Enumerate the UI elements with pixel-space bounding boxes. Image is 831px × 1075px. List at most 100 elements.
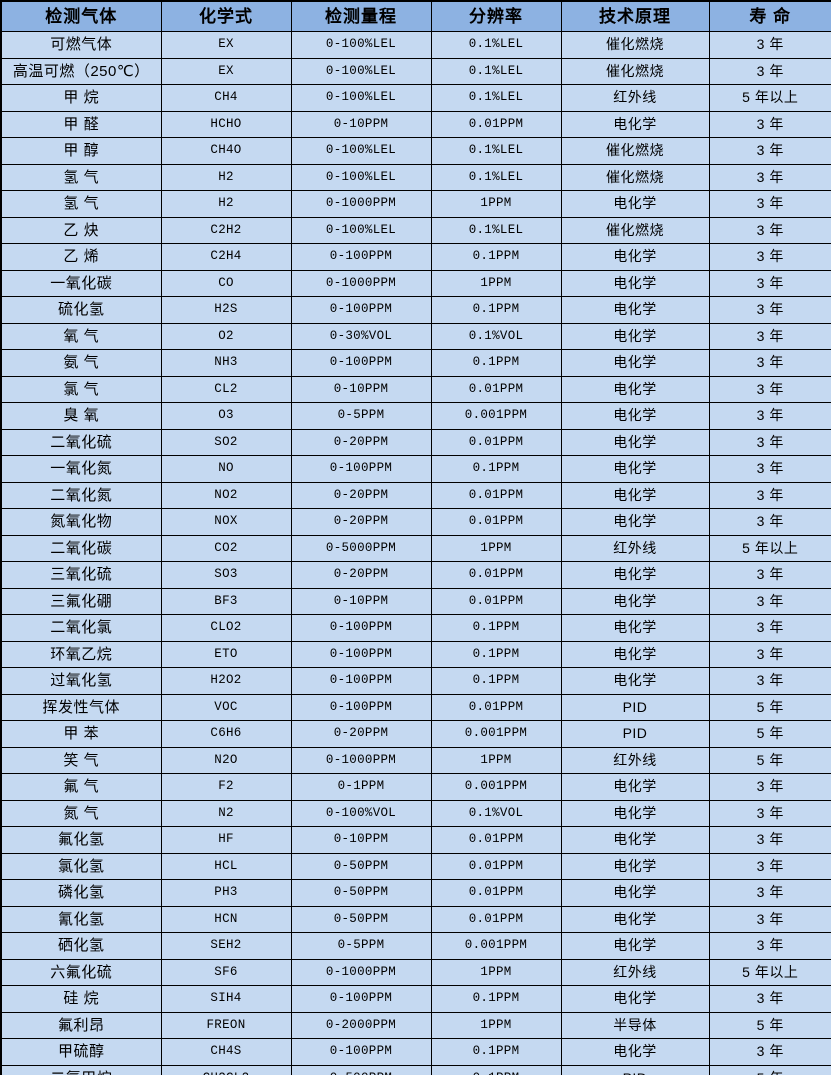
- table-row: 氧 气 O2 0-30%VOL 0.1%VOL 电化学 3 年: [0, 322, 831, 350]
- table-row: 氯化氢 HCL 0-50PPM 0.01PPM 电化学 3 年: [0, 852, 831, 880]
- cell-gas: 硫化氢: [0, 296, 162, 324]
- cell-formula: F2: [160, 773, 292, 801]
- table-header-row: 检测气体 化学式 检测量程 分辨率 技术原理 寿 命: [0, 0, 831, 32]
- cell-range: 0-100PPM: [290, 667, 432, 695]
- cell-life: 3 年: [708, 322, 831, 350]
- cell-formula: O3: [160, 402, 292, 430]
- cell-life: 3 年: [708, 375, 831, 403]
- cell-formula: PH3: [160, 879, 292, 907]
- cell-life: 3 年: [708, 799, 831, 827]
- cell-resolution: 0.1%LEL: [430, 57, 562, 85]
- cell-gas: 氯化氢: [0, 852, 162, 880]
- cell-formula: CO2: [160, 534, 292, 562]
- table-header: 检测气体 化学式 检测量程 分辨率 技术原理 寿 命: [0, 0, 831, 32]
- column-header-gas: 检测气体: [0, 0, 162, 32]
- table-row: 氮氧化物 NOX 0-20PPM 0.01PPM 电化学 3 年: [0, 508, 831, 536]
- cell-resolution: 0.01PPM: [430, 561, 562, 589]
- cell-range: 0-1000PPM: [290, 190, 432, 218]
- table-row: 环氧乙烷 ETO 0-100PPM 0.1PPM 电化学 3 年: [0, 640, 831, 668]
- table-row: 甲 烷 CH4 0-100%LEL 0.1%LEL 红外线 5 年以上: [0, 84, 831, 112]
- table-row: 氟利昂 FREON 0-2000PPM 1PPM 半导体 5 年: [0, 1011, 831, 1039]
- cell-principle: 电化学: [560, 508, 710, 536]
- cell-life: 3 年: [708, 481, 831, 509]
- cell-range: 0-100PPM: [290, 640, 432, 668]
- cell-resolution: 0.01PPM: [430, 110, 562, 138]
- cell-principle: 电化学: [560, 614, 710, 642]
- cell-principle: 电化学: [560, 1038, 710, 1066]
- cell-range: 0-2000PPM: [290, 1011, 432, 1039]
- cell-principle: 电化学: [560, 879, 710, 907]
- cell-life: 5 年: [708, 746, 831, 774]
- cell-range: 0-100PPM: [290, 985, 432, 1013]
- cell-life: 3 年: [708, 190, 831, 218]
- cell-principle: PID: [560, 693, 710, 721]
- cell-gas: 二氧化氯: [0, 614, 162, 642]
- table-row: 六氟化硫 SF6 0-1000PPM 1PPM 红外线 5 年以上: [0, 958, 831, 986]
- cell-formula: NO2: [160, 481, 292, 509]
- cell-formula: NO: [160, 455, 292, 483]
- cell-range: 0-100PPM: [290, 296, 432, 324]
- cell-gas: 可燃气体: [0, 31, 162, 59]
- cell-life: 3 年: [708, 667, 831, 695]
- cell-range: 0-1000PPM: [290, 958, 432, 986]
- cell-resolution: 0.1PPM: [430, 243, 562, 271]
- cell-gas: 氟化氢: [0, 826, 162, 854]
- cell-principle: 电化学: [560, 587, 710, 615]
- cell-range: 0-50PPM: [290, 879, 432, 907]
- cell-principle: 电化学: [560, 799, 710, 827]
- cell-resolution: 0.1%LEL: [430, 216, 562, 244]
- cell-formula: N2O: [160, 746, 292, 774]
- cell-resolution: 1PPM: [430, 534, 562, 562]
- cell-principle: 半导体: [560, 1011, 710, 1039]
- cell-resolution: 0.001PPM: [430, 402, 562, 430]
- cell-gas: 笑 气: [0, 746, 162, 774]
- table-row: 二氧化氯 CLO2 0-100PPM 0.1PPM 电化学 3 年: [0, 614, 831, 642]
- cell-resolution: 0.1PPM: [430, 296, 562, 324]
- cell-resolution: 0.01PPM: [430, 693, 562, 721]
- table-row: 笑 气 N2O 0-1000PPM 1PPM 红外线 5 年: [0, 746, 831, 774]
- table-row: 臭 氧 O3 0-5PPM 0.001PPM 电化学 3 年: [0, 402, 831, 430]
- cell-principle: 电化学: [560, 243, 710, 271]
- table-row: 三氟化硼 BF3 0-10PPM 0.01PPM 电化学 3 年: [0, 587, 831, 615]
- cell-range: 0-50PPM: [290, 905, 432, 933]
- cell-formula: SO2: [160, 428, 292, 456]
- cell-life: 5 年以上: [708, 958, 831, 986]
- cell-gas: 乙 烯: [0, 243, 162, 271]
- cell-gas: 氨 气: [0, 349, 162, 377]
- cell-range: 0-500PPM: [290, 1064, 432, 1075]
- cell-range: 0-100PPM: [290, 243, 432, 271]
- cell-life: 3 年: [708, 852, 831, 880]
- table-row: 一氧化碳 CO 0-1000PPM 1PPM 电化学 3 年: [0, 269, 831, 297]
- cell-gas: 甲 醛: [0, 110, 162, 138]
- cell-range: 0-5PPM: [290, 402, 432, 430]
- cell-life: 3 年: [708, 137, 831, 165]
- column-header-formula: 化学式: [160, 0, 292, 32]
- cell-resolution: 0.1PPM: [430, 667, 562, 695]
- cell-principle: 红外线: [560, 746, 710, 774]
- cell-formula: CLO2: [160, 614, 292, 642]
- table-row: 过氧化氢 H2O2 0-100PPM 0.1PPM 电化学 3 年: [0, 667, 831, 695]
- cell-gas: 氟 气: [0, 773, 162, 801]
- table-row: 三氧化硫 SO3 0-20PPM 0.01PPM 电化学 3 年: [0, 561, 831, 589]
- column-header-resolution: 分辨率: [430, 0, 562, 32]
- cell-life: 3 年: [708, 163, 831, 191]
- cell-principle: 催化燃烧: [560, 216, 710, 244]
- cell-range: 0-100PPM: [290, 349, 432, 377]
- cell-principle: 电化学: [560, 640, 710, 668]
- cell-formula: CH4S: [160, 1038, 292, 1066]
- cell-formula: HF: [160, 826, 292, 854]
- cell-gas: 二氧化碳: [0, 534, 162, 562]
- cell-range: 0-100%LEL: [290, 163, 432, 191]
- cell-gas: 硅 烷: [0, 985, 162, 1013]
- table-row: 甲 苯 C6H6 0-20PPM 0.001PPM PID 5 年: [0, 720, 831, 748]
- cell-resolution: 0.01PPM: [430, 428, 562, 456]
- cell-gas: 过氧化氢: [0, 667, 162, 695]
- table-row: 氟 气 F2 0-1PPM 0.001PPM 电化学 3 年: [0, 773, 831, 801]
- cell-principle: 电化学: [560, 773, 710, 801]
- table-row: 一氧化氮 NO 0-100PPM 0.1PPM 电化学 3 年: [0, 455, 831, 483]
- cell-range: 0-100%LEL: [290, 57, 432, 85]
- cell-life: 3 年: [708, 428, 831, 456]
- cell-principle: 电化学: [560, 190, 710, 218]
- cell-resolution: 0.01PPM: [430, 879, 562, 907]
